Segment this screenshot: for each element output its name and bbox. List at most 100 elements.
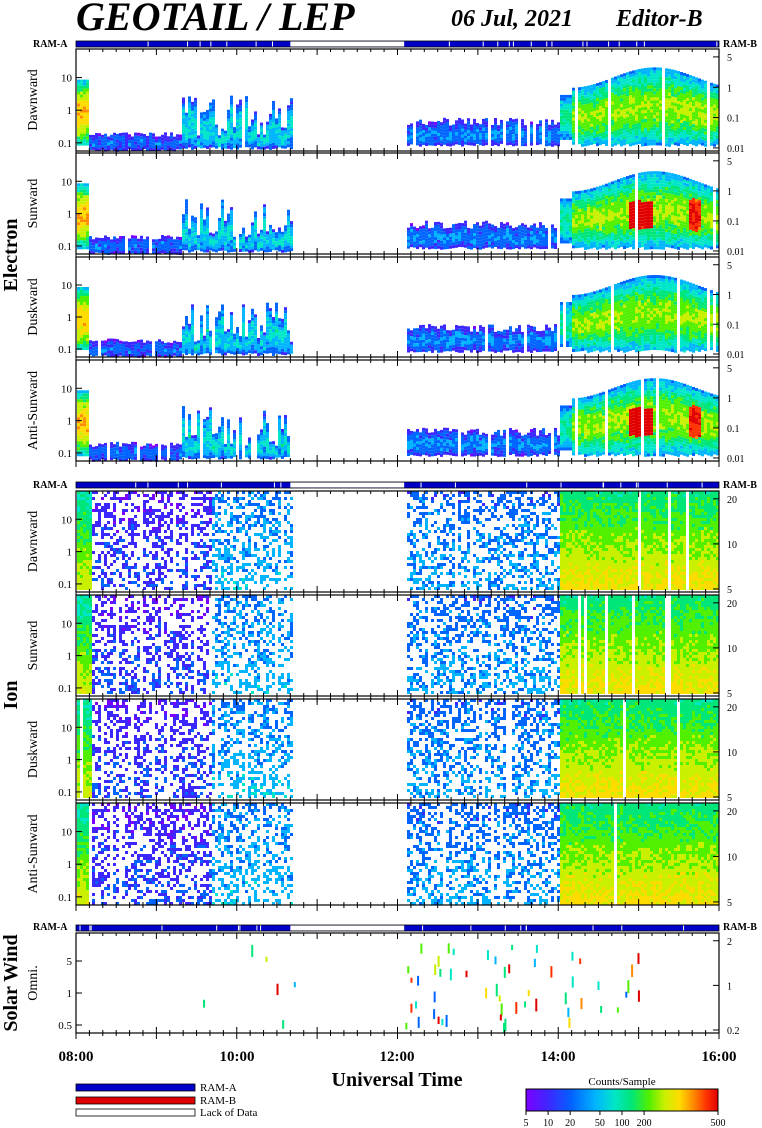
heatmap-cell: [569, 130, 572, 134]
heatmap-cell: [632, 243, 635, 247]
heatmap-cell: [512, 234, 515, 238]
heatmap-cell: [500, 140, 503, 144]
heatmap-cell: [686, 189, 689, 193]
heatmap-cell: [680, 205, 683, 209]
heatmap-cell: [440, 137, 443, 141]
heatmap-cell: [269, 344, 272, 348]
heatmap-cell: [554, 130, 557, 134]
heatmap-cell: [611, 181, 614, 185]
heatmap-cell: [191, 334, 194, 338]
heatmap-cell: [128, 140, 131, 144]
heatmap-cell: [452, 242, 455, 246]
heatmap-cell: [566, 207, 569, 211]
heatmap-cell: [482, 136, 485, 140]
heatmap-cell: [653, 189, 656, 193]
heatmap-cell: [650, 85, 653, 89]
heatmap-cell: [161, 234, 164, 238]
heatmap-cell: [647, 180, 650, 184]
heatmap-cell: [77, 118, 80, 122]
heatmap-cell: [539, 231, 542, 235]
heatmap-cell: [167, 247, 170, 251]
heatmap-cell: [536, 239, 539, 243]
heatmap-cell: [290, 104, 293, 108]
heatmap-cell: [689, 96, 692, 100]
heatmap-cell: [260, 137, 263, 141]
heatmap-cell: [485, 139, 488, 143]
heatmap-cell: [206, 314, 209, 318]
heatmap-cell: [608, 245, 611, 249]
heatmap-cell: [641, 199, 644, 203]
heatmap-cell: [221, 337, 224, 341]
heatmap-cell: [686, 134, 689, 138]
heatmap-cell: [617, 141, 620, 145]
heatmap-cell: [86, 85, 89, 89]
heatmap-cell: [242, 343, 245, 347]
heatmap-cell: [584, 198, 587, 202]
heatmap-cell: [497, 131, 500, 135]
heatmap-cell: [638, 175, 641, 179]
heatmap-cell: [260, 125, 263, 129]
heatmap-cell: [671, 126, 674, 130]
heatmap-cell: [161, 140, 164, 144]
heatmap-cell: [230, 104, 233, 108]
heatmap-cell: [665, 220, 668, 224]
heatmap-cell: [77, 290, 80, 293]
heatmap-cell: [245, 123, 248, 127]
heatmap-cell: [212, 111, 215, 115]
heatmap-cell: [701, 142, 704, 146]
heatmap-cell: [626, 200, 629, 204]
heatmap-cell: [134, 353, 137, 357]
heatmap-cell: [437, 328, 440, 332]
heatmap-cell: [443, 117, 446, 121]
heatmap-cell: [467, 136, 470, 140]
heatmap-cell: [434, 133, 437, 137]
heatmap-cell: [134, 350, 137, 354]
heatmap-cell: [644, 103, 647, 107]
heatmap-cell: [695, 140, 698, 144]
heatmap-cell: [578, 129, 581, 133]
heatmap-cell: [647, 228, 650, 232]
heatmap-cell: [716, 209, 719, 213]
heatmap-cell: [77, 332, 80, 335]
heatmap-cell: [116, 247, 119, 251]
heatmap-cell: [212, 248, 215, 252]
heatmap-cell: [251, 344, 254, 348]
heatmap-cell: [287, 224, 290, 228]
heatmap-cell: [197, 241, 200, 245]
heatmap-cell: [650, 115, 653, 119]
heatmap-cell: [590, 242, 593, 246]
heatmap-cell: [554, 240, 557, 244]
heatmap-cell: [218, 220, 221, 224]
heatmap-cell: [671, 215, 674, 219]
heatmap-cell: [668, 211, 671, 215]
heatmap-cell: [650, 234, 653, 238]
heatmap-cell: [581, 110, 584, 114]
heatmap-cell: [689, 178, 692, 182]
heatmap-cell: [605, 79, 608, 83]
heatmap-cell: [86, 293, 89, 296]
heatmap-cell: [668, 68, 671, 72]
heatmap-cell: [119, 343, 122, 347]
heatmap-cell: [104, 136, 107, 140]
heatmap-cell: [269, 326, 272, 330]
heatmap-cell: [677, 207, 680, 211]
heatmap-cell: [716, 99, 719, 103]
heatmap-cell: [158, 342, 161, 346]
heatmap-cell: [527, 233, 530, 237]
heatmap-cell: [695, 241, 698, 245]
heatmap-cell: [116, 354, 119, 358]
heatmap-cell: [80, 192, 83, 196]
heatmap-cell: [275, 142, 278, 146]
heatmap-cell: [623, 183, 626, 187]
heatmap-cell: [182, 341, 185, 345]
heatmap-cell: [200, 112, 203, 116]
heatmap-cell: [407, 343, 410, 347]
heatmap-cell: [572, 221, 575, 225]
heatmap-cell: [119, 248, 122, 252]
heatmap-cell: [104, 148, 107, 152]
heatmap-cell: [662, 192, 665, 196]
heatmap-cell: [245, 138, 248, 142]
heatmap-cell: [461, 143, 464, 147]
heatmap-cell: [596, 89, 599, 93]
heatmap-cell: [677, 113, 680, 117]
